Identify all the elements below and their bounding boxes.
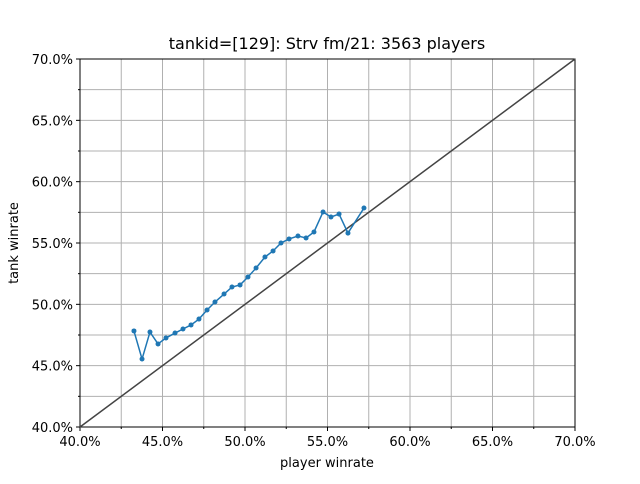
x-tick-label: 45.0%: [142, 435, 183, 450]
x-tick-label: 60.0%: [389, 435, 430, 450]
data-point: [328, 214, 334, 220]
data-point: [196, 316, 202, 322]
data-point: [131, 328, 137, 334]
data-point: [286, 236, 292, 242]
x-axis-label: player winrate: [280, 456, 374, 471]
x-tick-label: 70.0%: [554, 435, 595, 450]
plot-frame: [79, 58, 576, 428]
data-point: [253, 265, 259, 271]
data-point: [278, 240, 284, 246]
data-point: [139, 356, 145, 362]
data-point: [229, 284, 235, 290]
data-point: [361, 205, 367, 211]
chart-title: tankid=[129]: Strv fm/21: 3563 players: [169, 34, 485, 53]
data-point: [204, 307, 210, 313]
data-point: [270, 248, 276, 254]
data-point: [311, 229, 317, 235]
y-tick-label: 70.0%: [32, 53, 73, 68]
data-point: [188, 322, 194, 328]
x-tick-label: 65.0%: [472, 435, 513, 450]
y-tick-label: 40.0%: [32, 421, 73, 436]
data-point: [345, 230, 351, 236]
data-point: [262, 254, 268, 260]
data-point: [180, 326, 186, 332]
y-axis-label: tank winrate: [7, 202, 22, 284]
x-tick-label: 50.0%: [224, 435, 265, 450]
reference-line: [79, 58, 576, 428]
data-point: [237, 282, 243, 288]
data-point: [245, 274, 251, 280]
series-line: [133, 207, 365, 362]
y-tick-label: 60.0%: [32, 176, 73, 191]
data-point: [155, 341, 161, 347]
data-point: [320, 209, 326, 215]
y-tick-label: 55.0%: [32, 237, 73, 252]
data-point: [172, 330, 178, 336]
y-tick-label: 65.0%: [32, 114, 73, 129]
x-tick-label: 55.0%: [307, 435, 348, 450]
y-tick-label: 45.0%: [32, 360, 73, 375]
data-point: [147, 329, 153, 335]
y-tick-label: 50.0%: [32, 298, 73, 313]
x-tick-label: 40.0%: [59, 435, 100, 450]
data-point: [303, 235, 309, 241]
data-point: [163, 335, 169, 341]
data-point: [336, 211, 342, 217]
data-point: [295, 233, 301, 239]
data-point: [221, 291, 227, 297]
data-point: [212, 299, 218, 305]
